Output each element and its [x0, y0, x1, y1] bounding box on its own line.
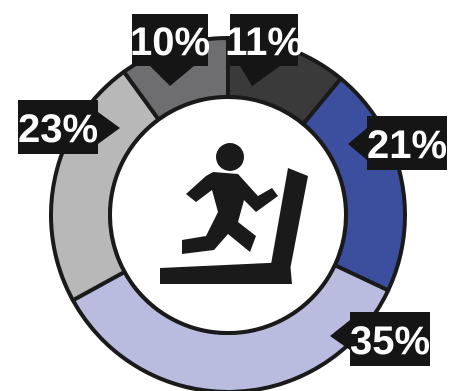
slice-label-text: 23% [18, 107, 98, 151]
slice-label: 11% [225, 14, 303, 86]
slice-label-text: 10% [130, 20, 210, 64]
slice-label: 21% [348, 116, 447, 170]
slice-label-pointer [330, 320, 350, 350]
slice-label-text: 11% [225, 20, 303, 64]
slice-label-pointer [240, 66, 280, 86]
treadmill-runner-icon [160, 143, 308, 284]
slice-labels: 11% 21% 35% 23% 10% [18, 14, 447, 366]
slice-label-text: 35% [350, 319, 430, 363]
slice-label-pointer [98, 112, 120, 144]
slice-label: 23% [18, 100, 120, 154]
slice-label-pointer [150, 66, 194, 86]
slice-label-text: 21% [367, 123, 447, 167]
slice-label-box [18, 100, 98, 154]
slice-label-box [230, 14, 298, 66]
slice-label: 35% [330, 312, 430, 366]
slice-label-box [350, 312, 430, 366]
slice-label-box [132, 14, 208, 66]
slice-label-box [367, 116, 447, 170]
slice-label: 10% [130, 14, 210, 86]
slice-label-pointer [348, 128, 367, 160]
